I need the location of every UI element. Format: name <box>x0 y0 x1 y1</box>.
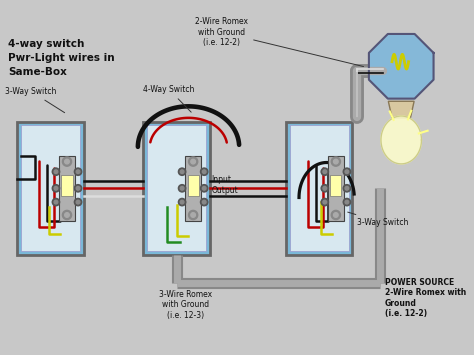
Circle shape <box>345 186 349 190</box>
Circle shape <box>189 211 198 220</box>
Circle shape <box>321 185 328 192</box>
Circle shape <box>180 186 184 190</box>
Circle shape <box>52 168 60 175</box>
Text: POWER SOURCE
2-Wire Romex with
Ground
(i.e. 12-2): POWER SOURCE 2-Wire Romex with Ground (i… <box>384 278 466 318</box>
Circle shape <box>323 186 327 190</box>
Circle shape <box>343 185 351 192</box>
Circle shape <box>331 157 340 166</box>
Circle shape <box>180 170 184 174</box>
Text: 3-Way Switch: 3-Way Switch <box>348 212 409 227</box>
Polygon shape <box>369 34 434 99</box>
Text: Output: Output <box>211 186 238 195</box>
Circle shape <box>321 198 328 206</box>
Circle shape <box>334 213 338 217</box>
Circle shape <box>331 211 340 220</box>
Circle shape <box>345 170 349 174</box>
Circle shape <box>202 186 206 190</box>
Circle shape <box>64 213 69 217</box>
Circle shape <box>202 170 206 174</box>
Bar <box>328 156 344 220</box>
Circle shape <box>64 159 69 164</box>
Circle shape <box>178 198 186 206</box>
Circle shape <box>201 198 208 206</box>
Circle shape <box>343 168 351 175</box>
Circle shape <box>323 170 327 174</box>
Bar <box>62 175 73 196</box>
Circle shape <box>54 170 58 174</box>
FancyBboxPatch shape <box>17 121 83 255</box>
Circle shape <box>191 213 195 217</box>
Text: 2-Wire Romex
with Ground
(i.e. 12-2): 2-Wire Romex with Ground (i.e. 12-2) <box>195 17 364 66</box>
Circle shape <box>201 185 208 192</box>
Circle shape <box>191 159 195 164</box>
Circle shape <box>74 198 82 206</box>
FancyBboxPatch shape <box>286 121 353 255</box>
Bar <box>59 156 75 220</box>
Text: 3-Way Switch: 3-Way Switch <box>5 87 64 113</box>
Bar <box>188 175 199 196</box>
Bar <box>147 125 206 251</box>
Polygon shape <box>388 101 414 118</box>
Circle shape <box>323 200 327 204</box>
Circle shape <box>63 211 72 220</box>
Polygon shape <box>381 116 421 164</box>
Bar <box>185 156 201 220</box>
Text: Input: Input <box>211 175 231 184</box>
Circle shape <box>334 159 338 164</box>
Text: 4-Way Switch: 4-Way Switch <box>144 85 195 112</box>
Circle shape <box>54 186 58 190</box>
Bar <box>330 175 341 196</box>
Bar <box>290 125 349 251</box>
Circle shape <box>343 198 351 206</box>
FancyBboxPatch shape <box>144 121 210 255</box>
Circle shape <box>54 200 58 204</box>
Circle shape <box>202 200 206 204</box>
Bar <box>21 125 80 251</box>
Text: 3-Wire Romex
with Ground
(i.e. 12-3): 3-Wire Romex with Ground (i.e. 12-3) <box>159 290 212 320</box>
Circle shape <box>189 157 198 166</box>
Circle shape <box>321 168 328 175</box>
Circle shape <box>74 185 82 192</box>
Circle shape <box>63 157 72 166</box>
Circle shape <box>178 168 186 175</box>
Circle shape <box>345 200 349 204</box>
Circle shape <box>52 185 60 192</box>
Circle shape <box>52 198 60 206</box>
Text: 4-way switch
Pwr-Light wires in
Same-Box: 4-way switch Pwr-Light wires in Same-Box <box>8 39 115 77</box>
Circle shape <box>180 200 184 204</box>
Circle shape <box>76 200 80 204</box>
Circle shape <box>178 185 186 192</box>
Circle shape <box>201 168 208 175</box>
Circle shape <box>74 168 82 175</box>
Circle shape <box>76 186 80 190</box>
Circle shape <box>76 170 80 174</box>
